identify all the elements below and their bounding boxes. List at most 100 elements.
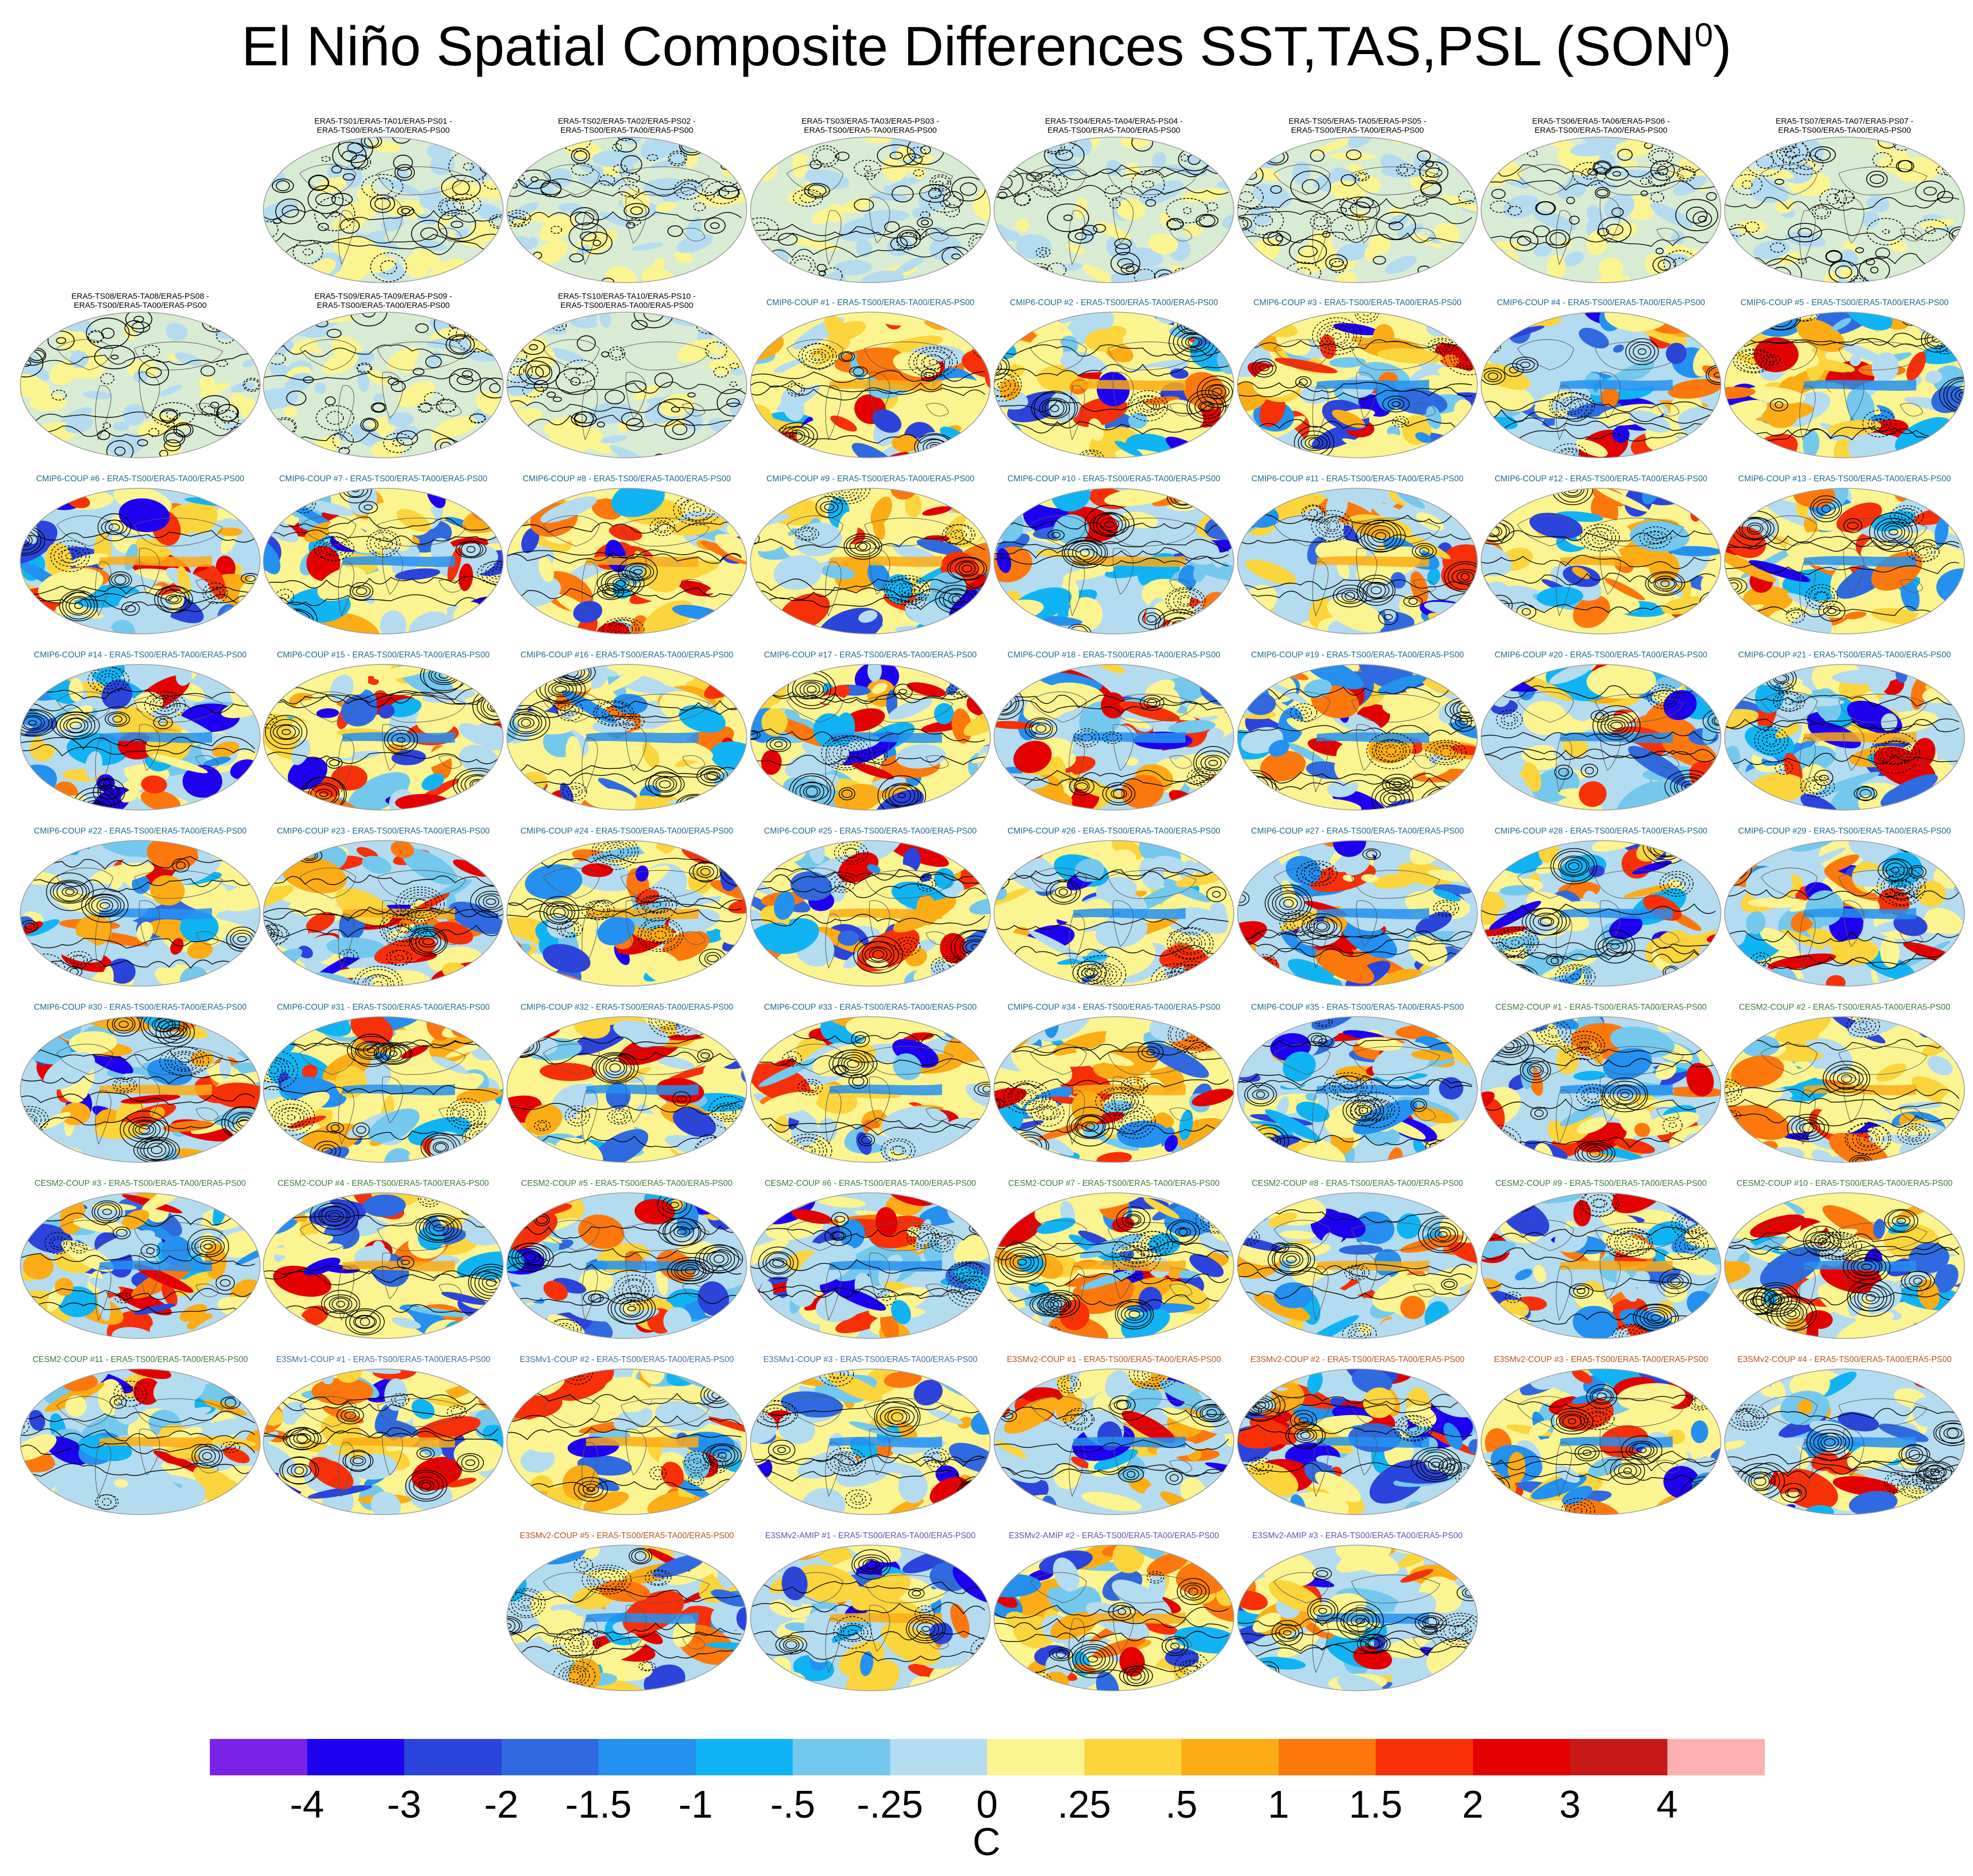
psl-contour — [391, 381, 406, 392]
psl-contour — [1481, 488, 1498, 499]
title-close-paren: ) — [1713, 16, 1732, 78]
map-svg — [1724, 664, 1965, 811]
psl-contour — [1580, 524, 1620, 551]
psl-contour — [488, 268, 503, 279]
psl-contour — [535, 365, 551, 377]
psl-contour — [943, 588, 970, 611]
psl-contour — [539, 896, 580, 930]
field-patch — [685, 151, 698, 168]
psl-contour — [1923, 186, 1937, 196]
psl-contour — [166, 1027, 184, 1038]
psl-contour — [1417, 150, 1431, 162]
continent-outline — [543, 867, 600, 899]
psl-contour — [518, 622, 545, 634]
map-svg — [1481, 488, 1721, 634]
psl-contour — [1869, 512, 1918, 552]
field-patch — [1390, 572, 1406, 589]
psl-contour — [1568, 862, 1580, 871]
field-patch — [1178, 564, 1197, 591]
field-patch — [977, 328, 989, 335]
psl-contour — [98, 778, 115, 789]
panel-title: CMIP6-COUP #24 - ERA5-TS00/ERA5-TA00/ERA… — [503, 827, 751, 836]
field-patch — [97, 841, 157, 858]
field-patch — [678, 580, 714, 597]
field-patch — [1015, 234, 1052, 260]
panel-map — [1480, 487, 1722, 635]
psl-contour — [726, 398, 740, 407]
psl-contour — [1491, 188, 1506, 199]
psl-contour — [1039, 249, 1047, 255]
psl-contour — [20, 353, 255, 366]
psl-contour — [34, 962, 45, 971]
psl-contour — [1725, 859, 1738, 874]
psl-contour — [994, 539, 1229, 552]
psl-contour — [1204, 756, 1222, 770]
psl-contour — [272, 724, 300, 740]
psl-contour — [994, 602, 1008, 622]
psl-contour — [20, 585, 255, 595]
field-patch — [459, 745, 499, 775]
psl-contour — [1567, 402, 1577, 410]
psl-contour — [1174, 932, 1206, 955]
psl-contour — [507, 963, 532, 981]
psl-contour — [1336, 588, 1364, 604]
psl-contour — [654, 931, 667, 939]
psl-contour — [806, 786, 818, 797]
psl-contour — [1538, 917, 1554, 927]
equatorial-band — [1560, 732, 1673, 743]
psl-contour — [687, 392, 696, 398]
psl-contour — [1075, 232, 1087, 240]
psl-contour — [709, 625, 729, 634]
field-patch — [1579, 328, 1609, 349]
continent-outline — [625, 196, 647, 244]
psl-contour — [245, 574, 256, 582]
psl-contour — [481, 560, 503, 585]
psl-contour — [1238, 725, 1473, 737]
psl-contour — [507, 854, 742, 868]
psl-contour — [955, 950, 990, 984]
psl-contour — [1725, 426, 1960, 441]
field-patch — [662, 931, 710, 962]
field-patch — [1019, 841, 1037, 856]
map-border — [1481, 137, 1721, 283]
psl-contour — [114, 575, 126, 585]
panel-title-line: CMIP6-COUP #15 - ERA5-TS00/ERA5-TA00/ERA… — [277, 650, 490, 660]
field-patch — [805, 169, 850, 190]
field-patch — [390, 841, 414, 858]
psl-contour — [1725, 718, 1960, 732]
psl-contour — [673, 179, 703, 200]
psl-contour — [411, 220, 447, 248]
map-svg — [263, 840, 504, 987]
psl-contour — [1419, 547, 1430, 555]
map-border — [1724, 664, 1965, 811]
psl-contour — [1860, 789, 1872, 798]
psl-contour — [1522, 608, 1531, 616]
psl-contour — [1170, 976, 1182, 984]
panel-title-line: ERA5-TS00/ERA5-TA00/ERA5-PS00 — [1534, 126, 1668, 135]
field-patch — [475, 317, 503, 331]
field-patch — [1650, 202, 1693, 228]
psl-contour — [1484, 370, 1502, 382]
psl-contour — [1182, 207, 1192, 214]
panel-title: CMIP6-COUP #4 - ERA5-TS00/ERA5-TA00/ERA5… — [1477, 298, 1725, 308]
field-patch — [159, 384, 183, 397]
psl-contour — [1440, 803, 1452, 810]
psl-contour — [1645, 571, 1686, 596]
psl-contour — [1494, 966, 1536, 986]
field-patch — [20, 961, 50, 982]
psl-contour — [997, 382, 1007, 388]
psl-contour — [56, 882, 84, 902]
field-patch — [170, 938, 184, 955]
map-svg — [263, 137, 504, 283]
field-patch — [761, 708, 788, 736]
psl-contour — [1502, 967, 1528, 986]
psl-contour — [540, 677, 582, 702]
psl-contour — [1563, 398, 1581, 413]
field-patch — [1824, 854, 1860, 873]
psl-contour — [950, 557, 985, 580]
psl-contour — [707, 617, 747, 634]
field-patch — [336, 751, 382, 761]
psl-contour — [1607, 720, 1626, 732]
panel-title: CMIP6-COUP #3 - ERA5-TS00/ERA5-TA00/ERA5… — [1233, 298, 1482, 308]
field-patch — [332, 235, 378, 262]
